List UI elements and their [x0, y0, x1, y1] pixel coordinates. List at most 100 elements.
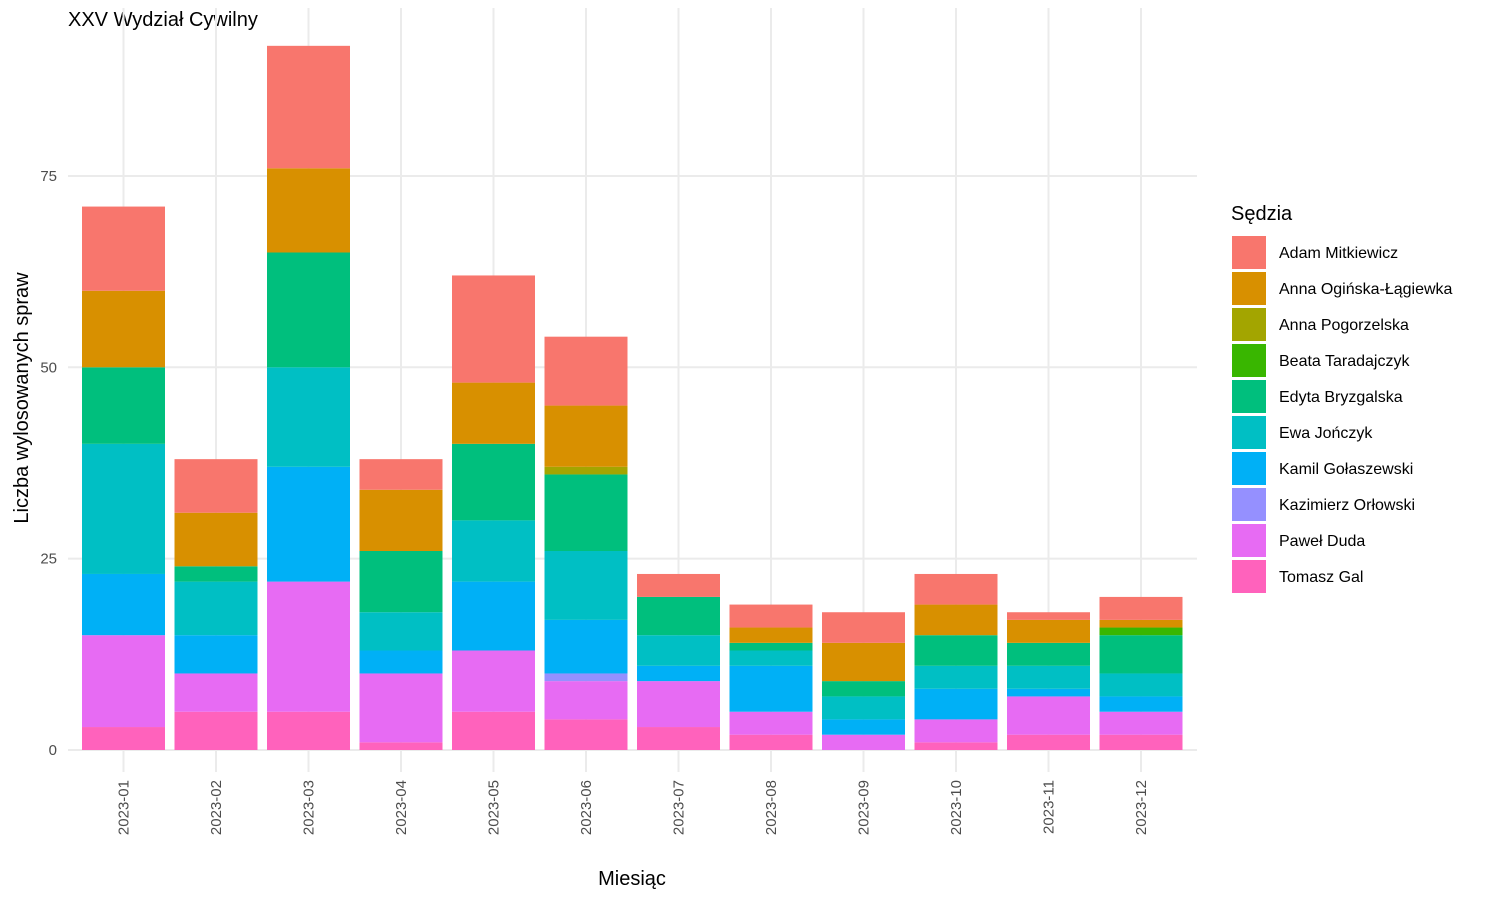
- legend-label: Anna Ogińska-Łągiewka: [1279, 281, 1453, 298]
- bar-segment: [1007, 612, 1090, 620]
- bar-segment: [1099, 627, 1183, 636]
- bar-segment: [729, 650, 813, 666]
- x-tick-label: 2023-07: [671, 780, 688, 835]
- bar-segment: [544, 405, 628, 467]
- bar-segment: [174, 459, 258, 513]
- bar-segment: [267, 252, 350, 368]
- x-tick-label: 2023-05: [486, 780, 503, 835]
- legend-label: Paweł Duda: [1279, 533, 1365, 550]
- bar-segment: [637, 681, 720, 728]
- chart-title: XXV Wydział Cywilny: [68, 9, 258, 31]
- bar-segment: [174, 711, 258, 750]
- bar-segment: [452, 443, 535, 521]
- bar-segment: [359, 742, 443, 750]
- bar-segment: [82, 290, 165, 368]
- bar-segment: [637, 573, 720, 597]
- legend-label: Kazimierz Orłowski: [1279, 497, 1415, 514]
- bar-segment: [914, 635, 998, 666]
- legend-label: Edyta Bryzgalska: [1279, 389, 1403, 406]
- bar-segment: [267, 581, 350, 712]
- bar-segment: [267, 367, 350, 467]
- bar-segment: [359, 612, 443, 651]
- x-tick-label: 2023-01: [116, 780, 133, 835]
- bar-segment: [822, 681, 905, 697]
- x-tick-label: 2023-06: [578, 780, 595, 835]
- bar-segment: [914, 742, 998, 750]
- legend-label: Anna Pogorzelska: [1279, 317, 1409, 334]
- bar-segment: [822, 719, 905, 735]
- bar-segment: [452, 382, 535, 444]
- bar-segment: [729, 604, 813, 628]
- bar-segment: [452, 275, 535, 383]
- bar-segment: [914, 688, 998, 720]
- y-axis-ticks: 0 25 50 75: [40, 168, 57, 759]
- bar-segment: [822, 612, 905, 643]
- y-tick-label: 25: [40, 551, 57, 568]
- bar-segment: [1007, 688, 1090, 697]
- bar-segment: [729, 665, 813, 712]
- bar-segment: [1007, 619, 1090, 643]
- bar-segment: [1099, 596, 1183, 620]
- bar-segment: [1099, 635, 1183, 674]
- legend-label: Tomasz Gal: [1279, 569, 1363, 586]
- bar-segment: [544, 336, 628, 406]
- bar-segment: [359, 489, 443, 551]
- bar-segment: [452, 711, 535, 750]
- bar-segment: [267, 466, 350, 582]
- bar-segment: [82, 206, 165, 291]
- legend-swatch: [1232, 272, 1266, 305]
- legend-swatch: [1232, 560, 1266, 593]
- bar-segment: [174, 673, 258, 712]
- x-tick-label: 2023-04: [393, 780, 410, 835]
- bar-segment: [914, 665, 998, 689]
- bar-segment: [1007, 696, 1090, 735]
- bar-segment: [174, 635, 258, 674]
- legend-swatch: [1232, 524, 1266, 557]
- bar-segment: [544, 474, 628, 551]
- bar-segment: [267, 711, 350, 750]
- bar-segment: [914, 573, 998, 605]
- bar-segment: [1007, 642, 1090, 666]
- legend-label: Adam Mitkiewicz: [1279, 245, 1398, 262]
- bar-segment: [637, 727, 720, 750]
- x-tick-label: 2023-08: [763, 780, 780, 835]
- bar-segment: [82, 443, 165, 574]
- bar-segment: [82, 635, 165, 728]
- bar-segment: [452, 650, 535, 712]
- legend-items: Adam Mitkiewicz Anna Ogińska-Łągiewka Anna…: [1232, 236, 1453, 593]
- bar-segment: [1099, 673, 1183, 697]
- bar-segment: [359, 459, 443, 490]
- bar-segment: [544, 681, 628, 720]
- bar-segment: [914, 719, 998, 743]
- bar-segment: [82, 573, 165, 636]
- bar-segment: [1007, 665, 1090, 689]
- y-tick-label: 50: [40, 359, 57, 376]
- bar-segment: [452, 520, 535, 582]
- legend-swatch: [1232, 380, 1266, 413]
- y-tick-label: 0: [49, 742, 57, 759]
- legend-swatch: [1232, 416, 1266, 449]
- bar-segment: [822, 696, 905, 720]
- x-axis-title: Miesiąc: [598, 868, 666, 890]
- bar-segment: [729, 711, 813, 735]
- x-tick-label: 2023-02: [208, 780, 225, 835]
- bar-segments: [82, 45, 1183, 750]
- bar-segment: [729, 627, 813, 643]
- bar-segment: [544, 619, 628, 674]
- bar-segment: [637, 596, 720, 636]
- bar-segment: [914, 604, 998, 636]
- x-tick-label: 2023-10: [948, 780, 965, 835]
- bar-segment: [822, 642, 905, 682]
- bar-segment: [1099, 696, 1183, 712]
- x-tick-label: 2023-09: [856, 780, 873, 835]
- bar-segment: [359, 550, 443, 613]
- bar-segment: [174, 581, 258, 636]
- x-tick-label: 2023-12: [1133, 780, 1150, 835]
- legend-label: Kamil Gołaszewski: [1279, 461, 1413, 478]
- bar-segment: [544, 673, 628, 682]
- bar-segment: [729, 642, 813, 651]
- bar-segment: [1099, 619, 1183, 628]
- bar-segment: [637, 665, 720, 682]
- bar-segment: [729, 734, 813, 750]
